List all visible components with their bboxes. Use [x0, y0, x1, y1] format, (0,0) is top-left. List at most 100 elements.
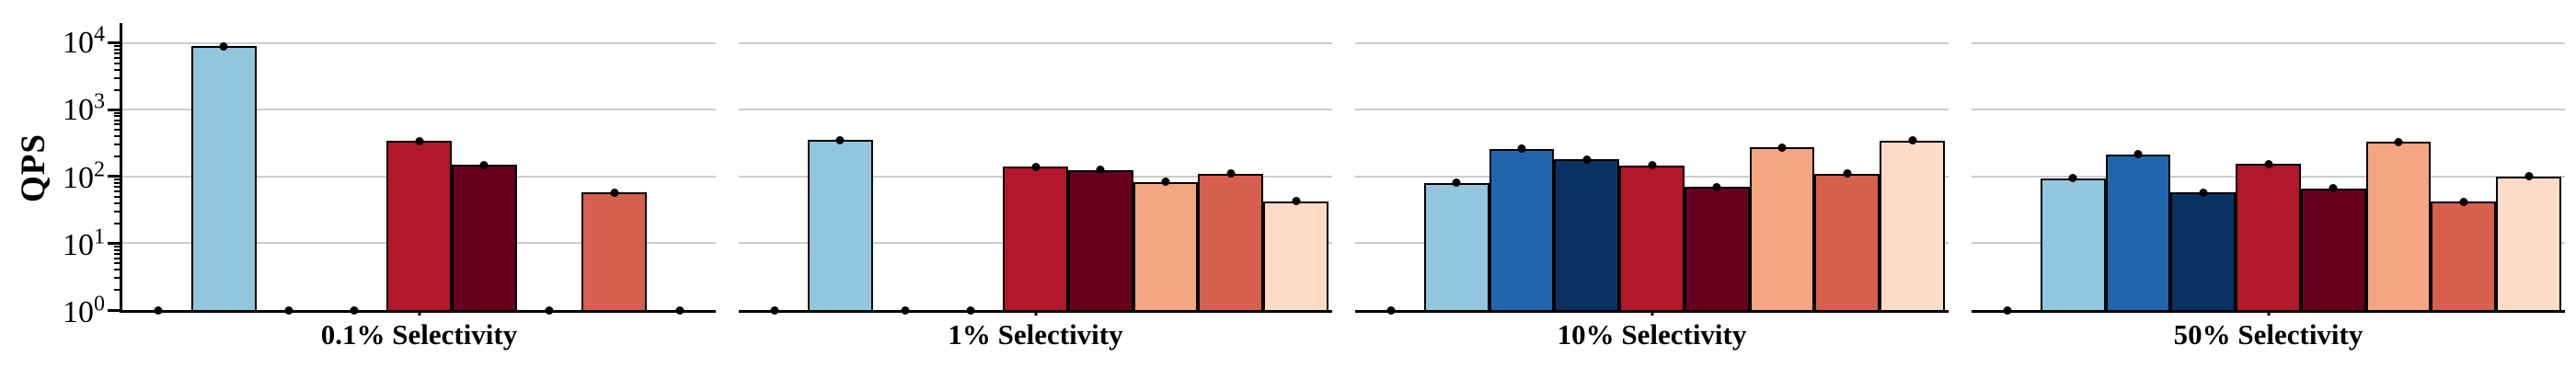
bar-6-dark-maroon [451, 165, 517, 310]
x-axis-tick [1650, 310, 1653, 316]
y-axis-minor-tick [114, 52, 121, 55]
bar-top-marker-dot [479, 160, 489, 169]
bar-slot-5 [386, 23, 452, 310]
bar-slot-7 [2365, 23, 2432, 310]
bar-slot-8 [1198, 23, 1264, 310]
bar-top-marker-dot [1777, 143, 1787, 152]
panel-1-selectivity: 1% Selectivity [739, 23, 1332, 351]
y-axis-minor-tick [114, 88, 121, 91]
bar-slot-4 [937, 23, 1003, 315]
y-axis-minor-tick [114, 181, 121, 184]
bar-slot-2 [2040, 23, 2106, 310]
bar-slot-8 [581, 23, 648, 310]
panel-50-selectivity: 50% Selectivity [1972, 23, 2565, 351]
bar-top-marker-dot [1517, 144, 1526, 154]
bar-group [739, 23, 1332, 315]
panel-x-label: 10% Selectivity [1557, 318, 1747, 351]
bar-slot-4 [321, 23, 386, 315]
bar-9-light-peach [1263, 201, 1329, 310]
y-axis-minor-tick [114, 155, 121, 158]
bar-top-marker-dot [2264, 159, 2273, 168]
bar-7-peach [1133, 181, 1199, 310]
y-axis-minor-tick [114, 190, 121, 193]
bar-top-marker-dot [1712, 182, 1721, 191]
y-axis-minor-tick [114, 257, 121, 259]
y-tick-label: 102 [63, 157, 105, 195]
y-axis-minor-tick [114, 48, 121, 51]
y-axis-minor-tick [114, 56, 121, 59]
grid-line-10e3 [122, 109, 716, 111]
y-axis-minor-tick [114, 245, 121, 247]
bar-slot-7 [1749, 23, 1815, 310]
bar-top-marker-dot [901, 305, 910, 315]
bar-top-marker-dot [350, 305, 359, 315]
bar-top-marker-dot [2459, 197, 2468, 206]
bar-slot-3 [257, 23, 322, 315]
bar-slot-8 [2431, 23, 2497, 310]
bar-slot-5 [1619, 23, 1685, 310]
bar-top-marker-dot [1452, 178, 1461, 188]
grid-line-10e4 [1972, 41, 2565, 44]
y-axis-minor-tick [114, 111, 121, 114]
y-axis-minor-tick [114, 252, 121, 255]
bar-slot-3 [2105, 23, 2171, 310]
bar-2-light-blue [1423, 182, 1489, 310]
y-axis-minor-tick [114, 210, 121, 213]
grid-line-10e4 [122, 41, 716, 44]
bar-slot-1 [1975, 23, 2041, 315]
bar-slot-1 [742, 23, 808, 315]
bar-slot-9 [647, 23, 712, 315]
bar-top-marker-dot [1226, 169, 1236, 178]
bar-5-crimson [1619, 165, 1685, 310]
y-axis-minor-tick [114, 144, 121, 146]
bar-group [1355, 23, 1949, 315]
bar-slot-8 [1814, 23, 1880, 310]
bar-slot-2 [190, 23, 257, 310]
bar-slot-6 [451, 23, 517, 310]
bar-slot-7 [517, 23, 582, 315]
y-axis-label: QPS [14, 133, 52, 202]
y-axis-minor-tick [114, 289, 121, 292]
grid-line-10e4 [739, 41, 1332, 44]
bar-top-marker-dot [2133, 150, 2143, 159]
y-axis-minor-tick [114, 269, 121, 271]
bar-top-marker-dot [966, 305, 975, 315]
bar-8-salmon [581, 192, 648, 310]
panel-x-label: 1% Selectivity [948, 318, 1123, 351]
y-axis-minor-tick [114, 178, 121, 181]
bar-top-marker-dot [770, 305, 779, 315]
bar-top-marker-dot [1648, 161, 1657, 170]
grid-line-10e3 [739, 109, 1332, 111]
bar-3-medium-blue [2105, 154, 2171, 310]
y-axis-minor-tick [114, 248, 121, 251]
bar-top-marker-dot [415, 136, 424, 145]
y-axis-minor-tick [114, 119, 121, 121]
bar-8-salmon [1198, 173, 1264, 310]
x-axis-tick [2267, 310, 2270, 316]
bar-top-marker-dot [284, 305, 293, 315]
bar-top-marker-dot [219, 41, 228, 51]
bar-top-marker-dot [835, 135, 845, 144]
bar-4-dark-navy [1554, 159, 1620, 310]
bar-slot-1 [126, 23, 191, 315]
bar-8-salmon [2431, 201, 2497, 310]
panel-x-label: 0.1% Selectivity [320, 318, 518, 351]
panel-10-selectivity: 10% Selectivity [1355, 23, 1949, 351]
bar-group [1972, 23, 2565, 315]
y-tick-label: 103 [63, 89, 105, 128]
bar-2-light-blue [2040, 178, 2106, 310]
bar-8-salmon [1814, 173, 1880, 310]
bar-group [122, 23, 716, 315]
panel-0.1-selectivity: 0.1% Selectivity [108, 23, 716, 351]
y-axis-major-tick [108, 308, 120, 312]
bar-top-marker-dot [2394, 137, 2403, 146]
bar-top-marker-dot [1582, 155, 1592, 164]
bar-slot-9 [2496, 23, 2562, 310]
y-tick-label: 104 [63, 22, 105, 61]
bar-slot-6 [2300, 23, 2366, 310]
y-axis-major-tick [108, 41, 120, 45]
bar-slot-4 [2170, 23, 2237, 310]
bar-slot-5 [1003, 23, 1068, 310]
bar-slot-9 [1263, 23, 1329, 310]
